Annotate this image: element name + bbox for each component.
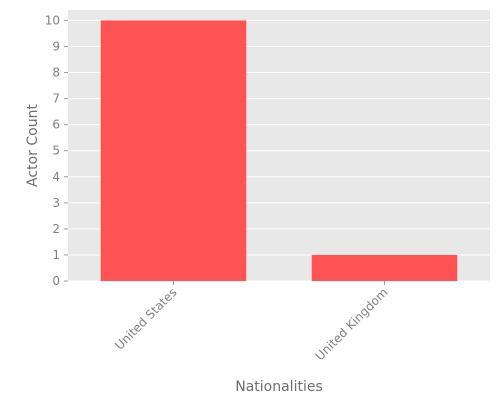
- y-tick-label: 0: [52, 274, 60, 288]
- y-tick-label: 3: [52, 196, 60, 210]
- y-tick-label: 2: [52, 222, 60, 236]
- bar: [311, 254, 458, 281]
- y-tick-label: 6: [52, 118, 60, 132]
- x-tick-label: United States: [112, 285, 179, 352]
- y-tick-label: 10: [45, 13, 60, 27]
- y-tick-label: 5: [52, 144, 60, 158]
- y-tick-label: 7: [52, 92, 60, 106]
- y-axis-title: Actor Count: [25, 104, 41, 187]
- x-tick-label: United Kingdom: [313, 285, 391, 363]
- y-tick-label: 9: [52, 39, 60, 53]
- y-axis-ticks: 0 1 2 3 4 5 6 7 8 9 10: [45, 13, 68, 288]
- y-tick-label: 1: [52, 248, 60, 262]
- bars: [100, 20, 458, 282]
- x-axis-ticks: United States United Kingdom: [112, 281, 391, 363]
- bar: [100, 20, 247, 282]
- y-tick-label: 4: [52, 170, 60, 184]
- x-axis-title: Nationalities: [235, 379, 323, 395]
- y-tick-label: 8: [52, 66, 60, 80]
